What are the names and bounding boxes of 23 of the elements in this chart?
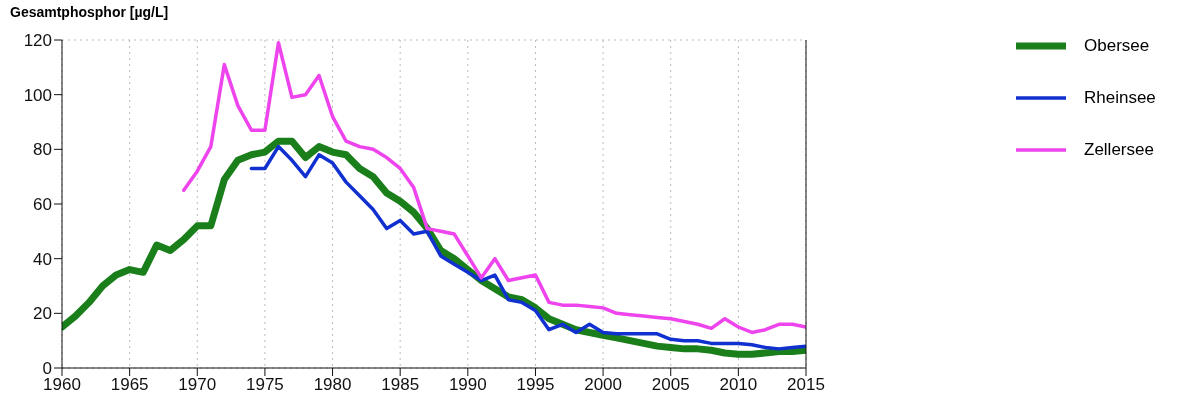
- x-tick-label: 2010: [719, 375, 758, 395]
- x-tick-label: 1995: [516, 375, 555, 395]
- x-tick-label: 2005: [651, 375, 690, 395]
- x-tick-label: 2015: [787, 375, 825, 395]
- y-tick-label: 120: [23, 31, 52, 51]
- y-tick-label: 40: [33, 249, 52, 269]
- line-series: [249, 144, 806, 351]
- x-tick-label: 1980: [313, 375, 352, 395]
- legend-label: Obersee: [1084, 36, 1150, 56]
- x-tick-label: 1990: [448, 375, 487, 395]
- legend-label: Rheinsee: [1084, 88, 1156, 108]
- x-tick-label: 2000: [584, 375, 622, 395]
- y-tick-label: 80: [33, 140, 52, 160]
- x-tick-label: 1985: [381, 375, 420, 395]
- x-tick-label: 1965: [110, 375, 149, 395]
- x-tick-label: 1970: [178, 375, 217, 395]
- y-tick-label: 100: [23, 85, 52, 105]
- line-series: [182, 40, 806, 335]
- x-tick-label: 1975: [246, 375, 284, 395]
- y-tick-label: 60: [33, 195, 52, 215]
- y-tick-label: 20: [33, 304, 52, 324]
- legend-label: Zellersee: [1084, 140, 1154, 160]
- y-axis-title: Gesamtphosphor [µg/L]: [10, 4, 169, 20]
